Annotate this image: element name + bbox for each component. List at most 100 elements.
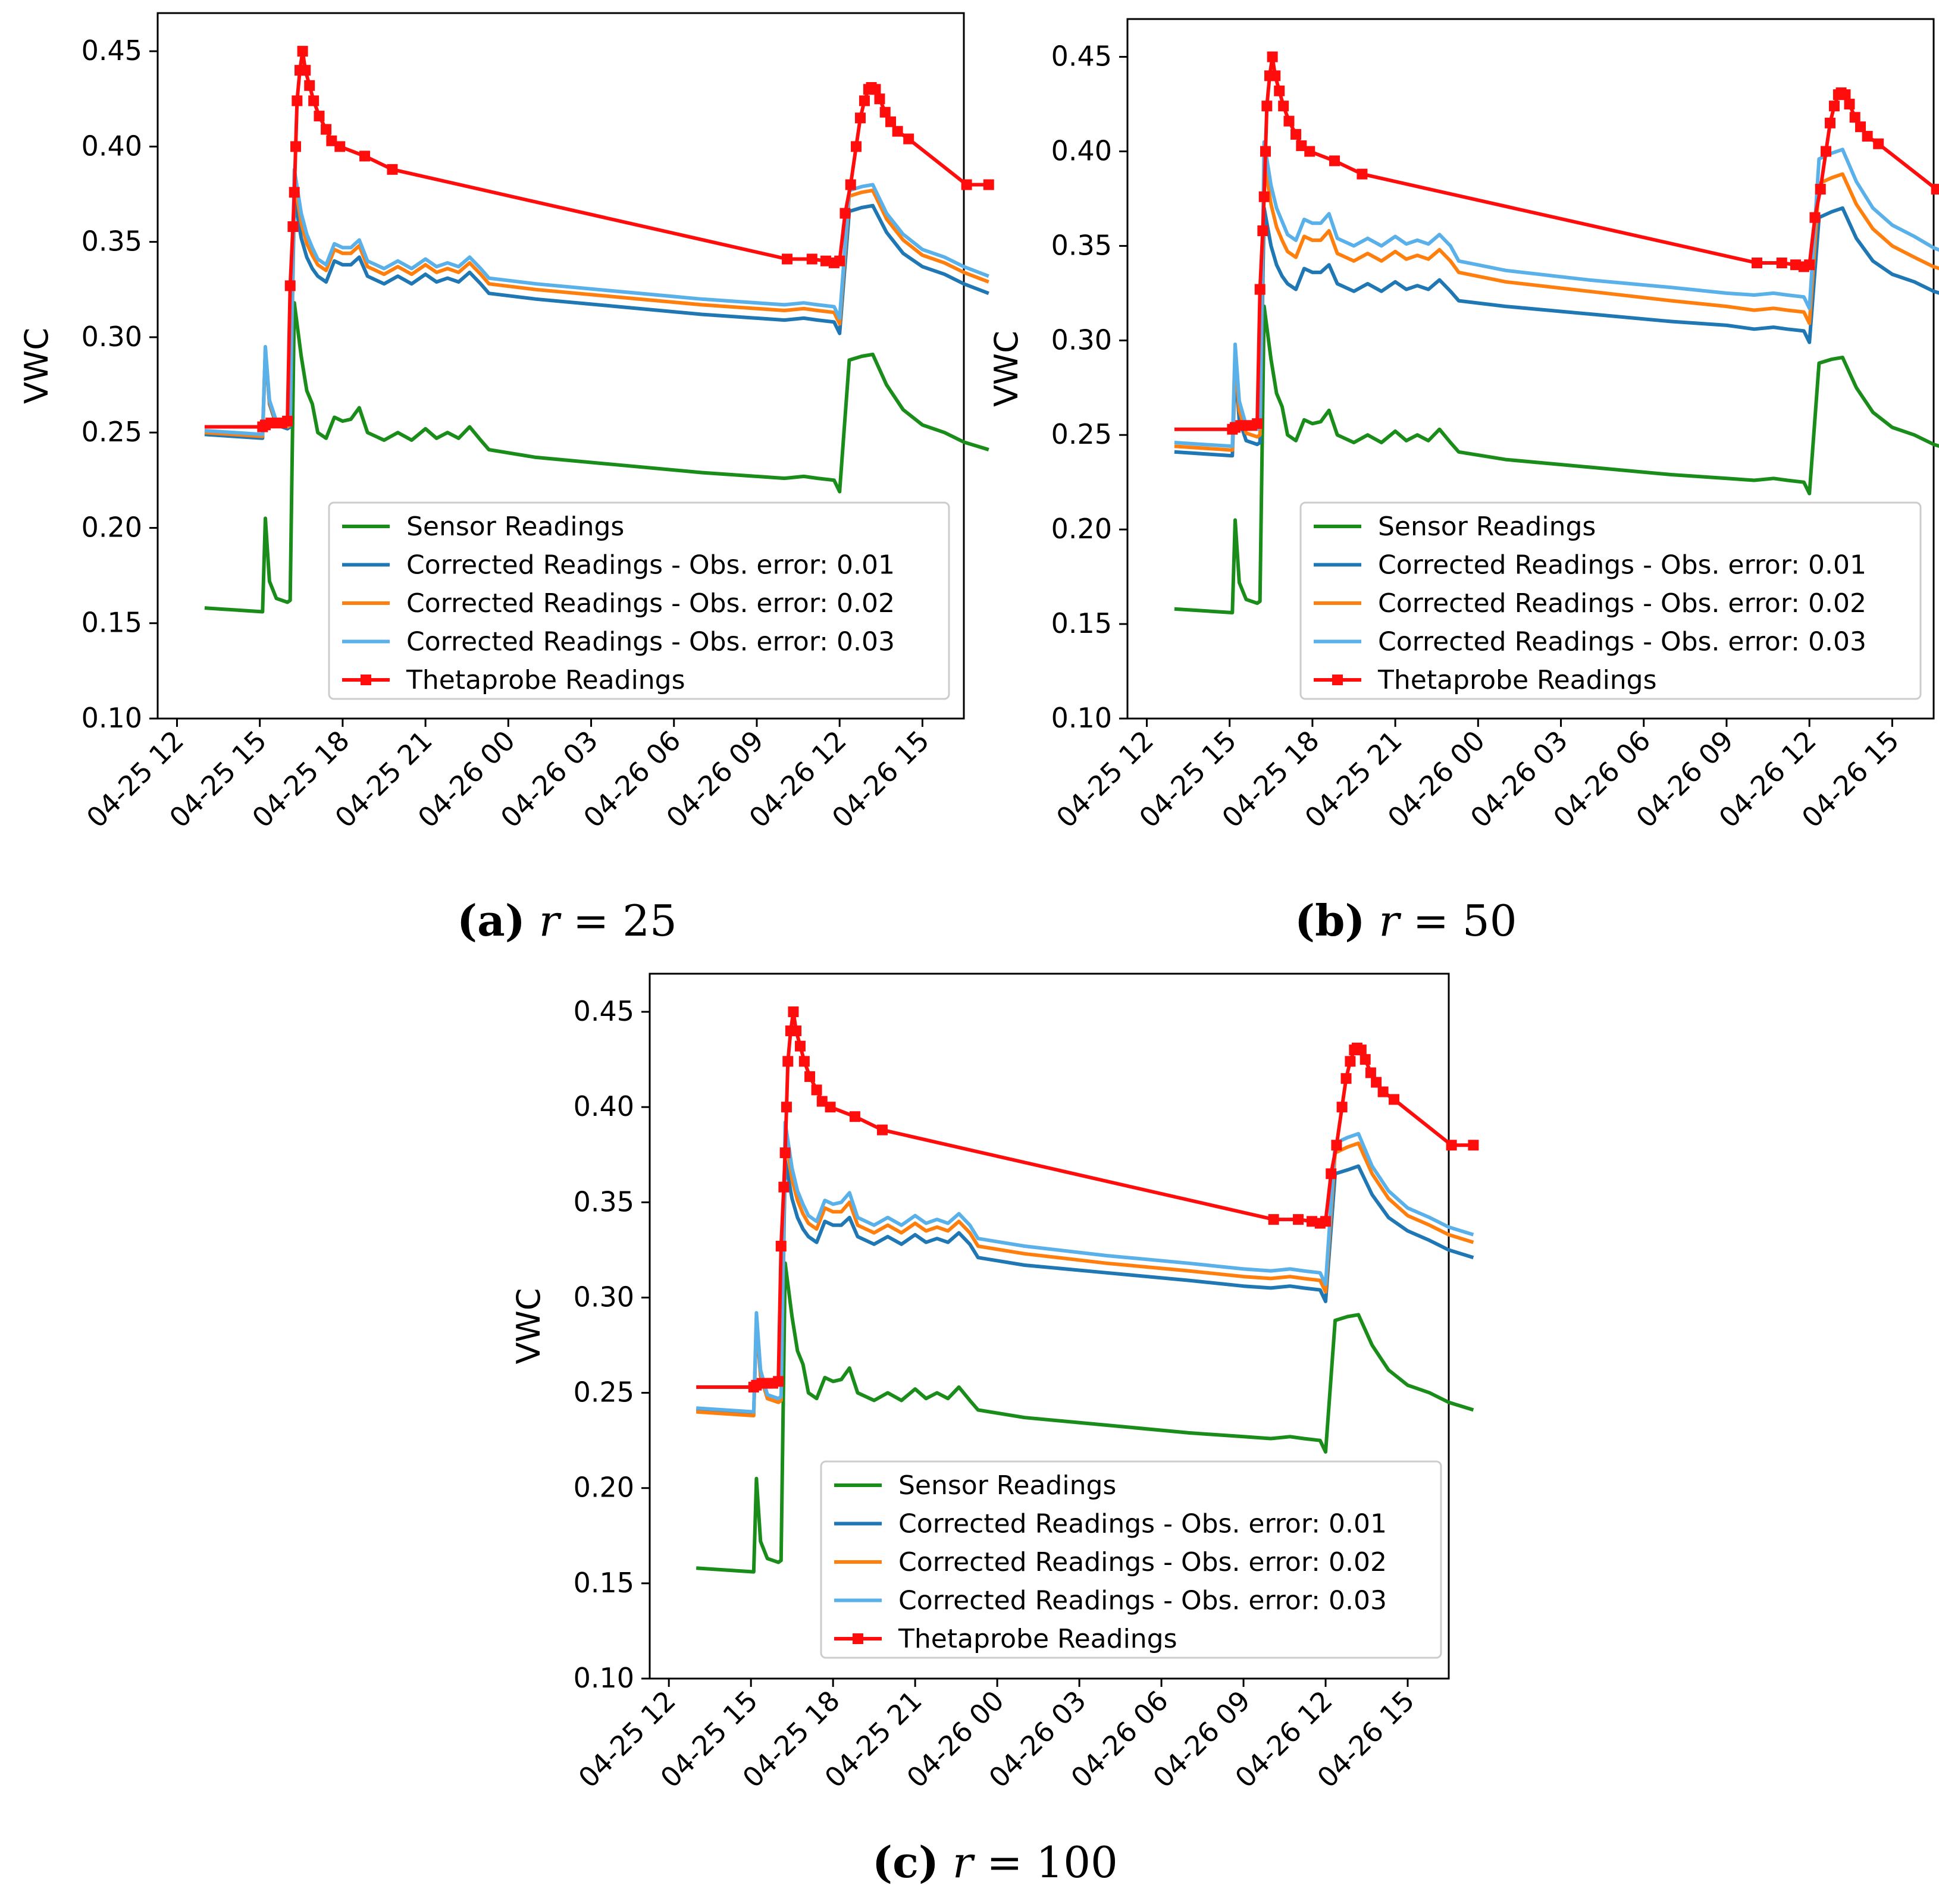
legend-label: Corrected Readings - Obs. error: 0.01 — [1378, 550, 1866, 581]
series-marker — [870, 84, 881, 95]
series-marker — [1274, 85, 1285, 96]
series-marker — [782, 1056, 794, 1067]
series-marker — [284, 280, 296, 291]
series-marker — [788, 1006, 799, 1018]
series-marker — [798, 1056, 810, 1067]
series-marker — [1252, 418, 1263, 429]
caption-c-label: (c) — [872, 1837, 939, 1887]
series-marker — [1329, 155, 1340, 167]
series-marker — [1278, 101, 1289, 112]
y-tick-label: 0.20 — [1051, 513, 1112, 545]
series-marker — [1304, 146, 1315, 157]
legend-label: Thetaprobe Readings — [406, 665, 685, 695]
series-marker — [859, 95, 870, 106]
series-marker — [1828, 101, 1840, 112]
series-line-0 — [204, 301, 989, 614]
series-marker — [879, 106, 891, 118]
caption-a-eq: = 25 — [573, 896, 677, 946]
series-marker — [1290, 128, 1302, 140]
y-tick-label: 0.45 — [1051, 40, 1112, 73]
series-marker — [1340, 1073, 1352, 1084]
y-tick-label: 0.25 — [574, 1376, 634, 1409]
series-marker — [314, 111, 325, 122]
legend-label: Sensor Readings — [898, 1470, 1116, 1501]
series-marker — [811, 1084, 822, 1096]
y-tick-label: 0.10 — [574, 1662, 634, 1694]
y-tick-label: 0.30 — [574, 1281, 634, 1313]
legend: Sensor Readings Corrected Readings - Obs.… — [820, 1460, 1442, 1659]
series-marker — [1268, 1214, 1279, 1225]
series-marker — [326, 135, 337, 146]
series-marker — [1844, 99, 1855, 110]
series-line-1 — [204, 196, 989, 440]
series-marker — [849, 1111, 860, 1122]
y-tick-label: 0.45 — [82, 34, 142, 67]
series-marker — [1821, 146, 1832, 157]
caption-b-eq: = 50 — [1412, 896, 1517, 946]
series-marker — [1360, 1054, 1371, 1065]
y-axis-label: VWC — [510, 1288, 547, 1364]
legend-marker — [1332, 675, 1343, 685]
chart-panel-a: 0.100.150.200.250.300.350.400.45VWC04-25… — [18, 12, 994, 834]
series-marker — [903, 133, 914, 145]
series-marker — [779, 1147, 791, 1159]
series-marker — [983, 179, 994, 190]
caption-b: (b) r = 50 — [1295, 895, 1517, 946]
series-marker — [1809, 212, 1821, 223]
series-marker — [282, 415, 293, 426]
series-line-2 — [1174, 159, 1939, 452]
legend-label: Corrected Readings - Obs. error: 0.01 — [898, 1509, 1387, 1539]
series-marker — [1326, 1168, 1337, 1180]
series-marker — [1293, 1214, 1304, 1225]
series-marker — [1267, 51, 1278, 62]
caption-c-var: r — [952, 1837, 973, 1887]
caption-c: (c) r = 100 — [872, 1837, 1118, 1887]
y-tick-label: 0.35 — [574, 1185, 634, 1218]
legend-marker — [361, 675, 371, 685]
series-marker — [1296, 140, 1307, 151]
series-marker — [773, 1376, 784, 1387]
y-tick-label: 0.35 — [82, 225, 142, 258]
series-marker — [1377, 1086, 1389, 1097]
series-marker — [1320, 1216, 1332, 1227]
series-marker — [292, 95, 303, 106]
series-marker — [816, 1096, 828, 1107]
series-marker — [387, 164, 398, 175]
series-marker — [287, 221, 299, 233]
series-marker — [781, 1102, 792, 1113]
y-tick-label: 0.30 — [82, 321, 142, 353]
series-marker — [334, 141, 346, 152]
series-marker — [1873, 138, 1884, 149]
series-marker — [1257, 225, 1268, 236]
series-marker — [1840, 89, 1851, 101]
legend-label: Corrected Readings - Obs. error: 0.03 — [898, 1586, 1387, 1616]
y-tick-label: 0.15 — [1051, 607, 1112, 639]
series-marker — [825, 1102, 836, 1113]
legend-label: Corrected Readings - Obs. error: 0.03 — [1378, 627, 1866, 657]
y-tick-label: 0.45 — [574, 995, 634, 1027]
series-marker — [1336, 1102, 1348, 1113]
y-tick-label: 0.25 — [1051, 418, 1112, 450]
series-marker — [854, 112, 866, 124]
series-marker — [892, 126, 903, 137]
y-tick-label: 0.35 — [1051, 229, 1112, 261]
y-tick-label: 0.40 — [82, 130, 142, 162]
legend-label: Corrected Readings - Obs. error: 0.02 — [1378, 588, 1866, 619]
series-marker — [1804, 259, 1815, 271]
series-marker — [961, 179, 972, 190]
series-marker — [834, 255, 845, 266]
series-marker — [839, 208, 851, 219]
series-marker — [1824, 117, 1835, 128]
caption-a: (a) r = 25 — [457, 895, 677, 946]
series-marker — [1365, 1067, 1376, 1078]
series-marker — [791, 1025, 802, 1037]
series-marker — [806, 253, 817, 265]
series-line-1 — [696, 1158, 1474, 1416]
series-marker — [885, 116, 897, 127]
series-marker — [1371, 1077, 1382, 1088]
legend: Sensor Readings Corrected Readings - Obs.… — [328, 501, 950, 700]
y-tick-label: 0.20 — [574, 1472, 634, 1504]
caption-a-label: (a) — [457, 895, 525, 946]
series-marker — [820, 255, 831, 266]
